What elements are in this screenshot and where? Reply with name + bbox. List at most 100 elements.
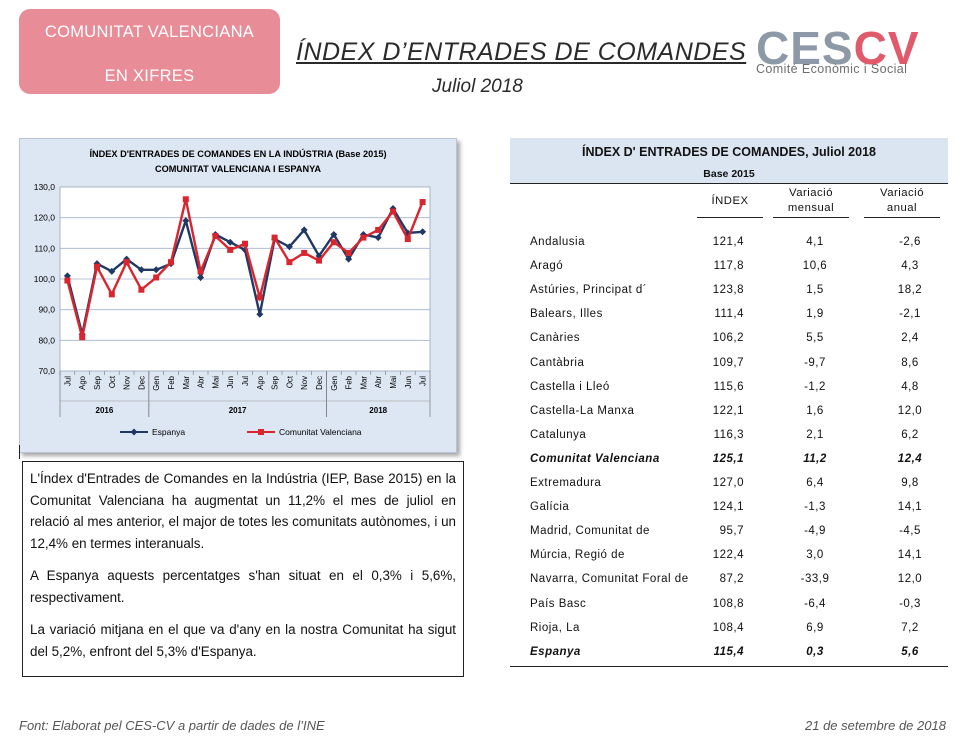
logo-cv-part: CV (854, 22, 920, 74)
region-name: Andalusia (530, 236, 586, 248)
data-point (286, 259, 293, 266)
index-value: 123,8 (712, 284, 744, 297)
region-name: Catalunya (530, 428, 587, 441)
y-tick-label: 130,0 (34, 182, 56, 192)
data-point (256, 294, 263, 301)
summary-paragraph-2: A Espanya aquests percentatges s'han sit… (30, 568, 456, 605)
monthly-variation: 1,6 (806, 404, 824, 417)
table-row: Canàries 106,2 5,5 2,4 (510, 329, 948, 349)
monthly-variation: -4,9 (804, 525, 826, 538)
data-point (226, 238, 234, 246)
data-point (64, 277, 71, 284)
data-point (256, 310, 264, 318)
svg-text:CESCV: CESCV (756, 22, 920, 74)
x-tick-label: Gen (330, 376, 339, 391)
x-tick-label: Mar (359, 376, 368, 390)
x-tick-label: Feb (167, 375, 176, 389)
region-name: Aragó (530, 260, 564, 273)
monthly-variation: 2,1 (806, 428, 824, 441)
page-title: ÍNDEX D’ENTRADES DE COMANDES (296, 38, 747, 66)
table-row: Balears, Illes 111,4 1,9 -2,1 (510, 305, 948, 325)
data-point (212, 233, 219, 240)
monthly-variation: 6,4 (806, 477, 824, 489)
table-bottom-rule (510, 666, 948, 667)
col-header-monthly-line1: Variació (789, 187, 833, 199)
monthly-variation: -9,7 (804, 356, 826, 369)
data-point (404, 236, 411, 243)
x-tick-label: Nov (123, 376, 132, 390)
footer-date: 21 de setembre de 2018 (805, 718, 946, 733)
badge-line-1: COMUNITAT VALENCIANA (44, 23, 255, 41)
y-tick-label: 80,0 (38, 335, 55, 345)
data-point (345, 249, 352, 256)
annual-variation: 14,1 (897, 501, 923, 514)
ces-cv-logo: CESCV (756, 22, 920, 74)
data-point (108, 267, 116, 275)
text-cursor (19, 445, 20, 459)
legend-marker (130, 428, 138, 436)
index-value: 121,4 (712, 236, 744, 248)
annual-variation: -2,6 (899, 236, 921, 248)
annual-variation: 5,6 (901, 645, 919, 658)
table-base: Base 2015 (703, 168, 755, 180)
data-point (389, 204, 397, 212)
y-tick-label: 110,0 (34, 243, 55, 253)
annual-variation: 2,4 (901, 332, 919, 345)
region-name: Madrid, Comunitat de (530, 525, 650, 538)
footer-source: Font: Elaborat pel CES-CV a partir de da… (19, 718, 325, 733)
data-point (182, 217, 190, 225)
region-name: Comunitat Valenciana (530, 452, 660, 465)
year-label: 2016 (96, 406, 114, 415)
x-tick-label: Oct (285, 375, 294, 388)
x-tick-label: Feb (345, 375, 354, 389)
data-point (153, 274, 160, 281)
data-point (168, 259, 174, 266)
x-tick-label: Ago (256, 375, 265, 390)
monthly-variation: -1,3 (804, 501, 826, 514)
index-value: 95,7 (719, 525, 744, 538)
annual-variation: 7,2 (901, 621, 919, 634)
table-row: Múrcia, Regió de 122,4 3,0 14,1 (510, 546, 948, 566)
monthly-variation: 4,1 (806, 236, 824, 248)
data-point (79, 334, 86, 341)
legend-label: Espanya (152, 427, 185, 437)
region-name: Castella-La Manxa (530, 404, 635, 417)
monthly-variation: -1,2 (804, 380, 826, 393)
annual-variation: 12,4 (897, 452, 923, 465)
table-row: Madrid, Comunitat de 95,7 -4,9 -4,5 (510, 522, 948, 542)
col-header-monthly-rule (773, 217, 849, 218)
data-point (138, 286, 145, 293)
table-row: Rioja, La 108,4 6,9 7,2 (510, 619, 948, 639)
x-tick-label: Mai (211, 376, 220, 389)
table-row: Galícia 124,1 -1,3 14,1 (510, 498, 948, 518)
region-name: Cantàbria (530, 356, 585, 369)
monthly-variation: 3,0 (806, 549, 824, 562)
region-name: Canàries (530, 332, 581, 345)
data-point (123, 259, 130, 266)
index-value: 117,8 (713, 260, 744, 273)
legend-label: Comunitat Valenciana (279, 427, 362, 437)
orders-index-chart: ÍNDEX D'ENTRADES DE COMANDES EN LA INDÚS… (19, 138, 457, 453)
x-tick-label: Sep (93, 375, 102, 390)
chart-title: ÍNDEX D'ENTRADES DE COMANDES EN LA INDÚS… (89, 148, 386, 159)
region-name: Astúries, Principat d´ (530, 284, 648, 297)
x-tick-label: Nov (300, 376, 309, 390)
monthly-variation: 11,2 (803, 452, 827, 465)
x-tick-label: Abr (197, 376, 206, 389)
table-row: Astúries, Principat d´ 123,8 1,5 18,2 (510, 281, 948, 301)
x-tick-label: Ago (78, 375, 87, 390)
table-row: Espanya 115,4 0,3 5,6 (510, 643, 948, 663)
y-tick-label: 100,0 (34, 274, 56, 284)
x-tick-label: Abr (374, 376, 383, 389)
monthly-variation: 6,9 (806, 621, 824, 634)
data-point (330, 231, 338, 239)
data-point (137, 266, 145, 274)
monthly-variation: -6,4 (804, 597, 826, 610)
col-header-annual-line2: anual (886, 202, 918, 214)
index-value: 127,0 (712, 477, 744, 489)
region-name: Galícia (530, 501, 570, 514)
monthly-variation: -33,9 (800, 573, 830, 586)
x-tick-label: Jul (419, 376, 428, 386)
table-row: País Basc 108,8 -6,4 -0,3 (510, 595, 948, 615)
monthly-variation: 10,6 (802, 260, 828, 273)
